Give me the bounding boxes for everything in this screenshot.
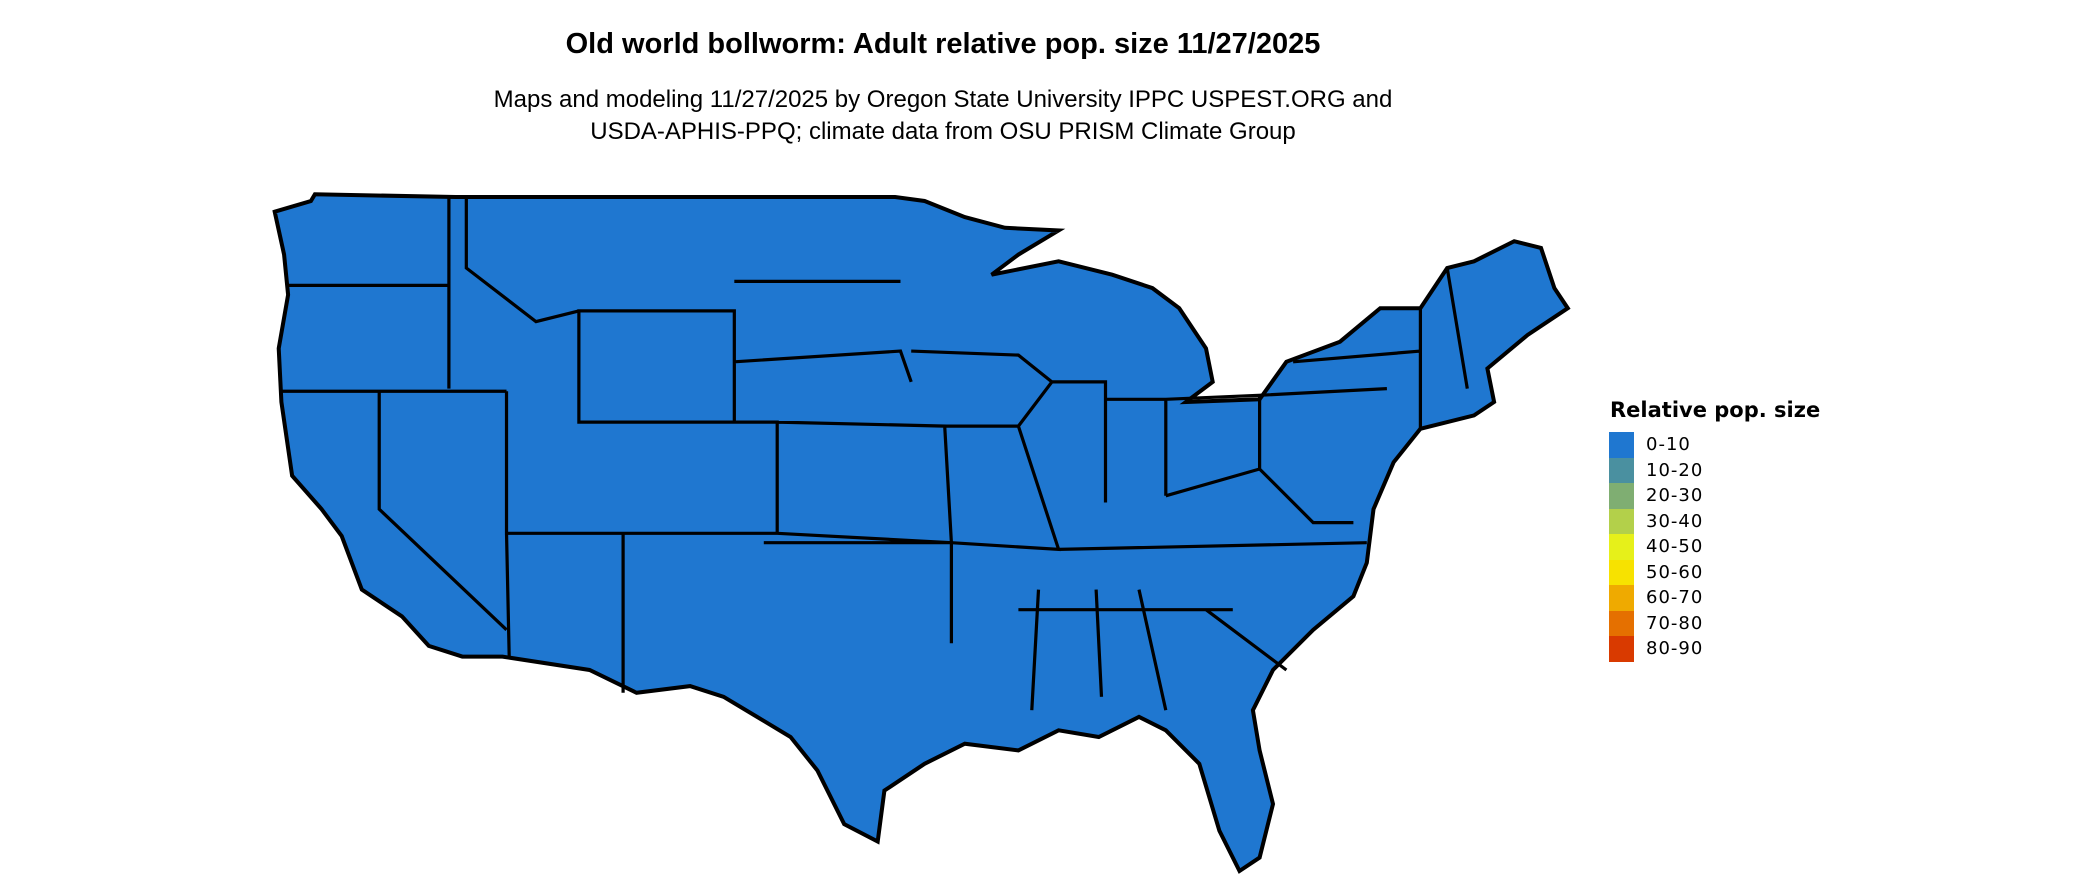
legend-item: 20-30	[1609, 483, 1820, 509]
legend-swatch	[1609, 636, 1634, 662]
legend-swatch	[1609, 508, 1634, 534]
legend-label: 50-60	[1646, 561, 1704, 583]
map-title: Old world bollworm: Adult relative pop. …	[565, 28, 1321, 60]
legend-swatch	[1609, 457, 1634, 483]
legend-label: 70-80	[1646, 612, 1704, 634]
legend-item: 10-20	[1609, 457, 1820, 483]
legend-item: 40-50	[1609, 534, 1820, 560]
legend-label: 30-40	[1646, 510, 1704, 532]
legend-item: 0-10	[1609, 432, 1820, 458]
legend-item: 60-70	[1609, 585, 1820, 611]
map-subtitle-line-1: Maps and modeling 11/27/2025 by Oregon S…	[493, 86, 1393, 113]
legend-label: 80-90	[1646, 638, 1704, 660]
legend-item: 80-90	[1609, 636, 1820, 662]
legend-swatch	[1609, 610, 1634, 636]
legend-label: 20-30	[1646, 485, 1704, 507]
legend-item: 30-40	[1609, 508, 1820, 534]
state-borders	[275, 194, 1568, 871]
legend-label: 40-50	[1646, 536, 1704, 558]
legend-swatch	[1609, 585, 1634, 611]
legend-label: 10-20	[1646, 459, 1704, 481]
legend-title: Relative pop. size	[1610, 398, 1821, 422]
legend-swatch	[1609, 534, 1634, 560]
legend-swatch	[1609, 559, 1634, 585]
legend-item: 50-60	[1609, 559, 1820, 585]
legend-swatch	[1609, 483, 1634, 509]
legend-label: 0-10	[1646, 434, 1691, 456]
legend: Relative pop. size 0-10 10-20 20-30 30-40 40…	[1609, 398, 1820, 662]
legend-swatch	[1609, 432, 1634, 458]
map-subtitle-line-2: USDA-APHIS-PPQ; climate data from OSU PR…	[590, 118, 1296, 145]
legend-item: 70-80	[1609, 610, 1820, 636]
legend-label: 60-70	[1646, 587, 1704, 609]
